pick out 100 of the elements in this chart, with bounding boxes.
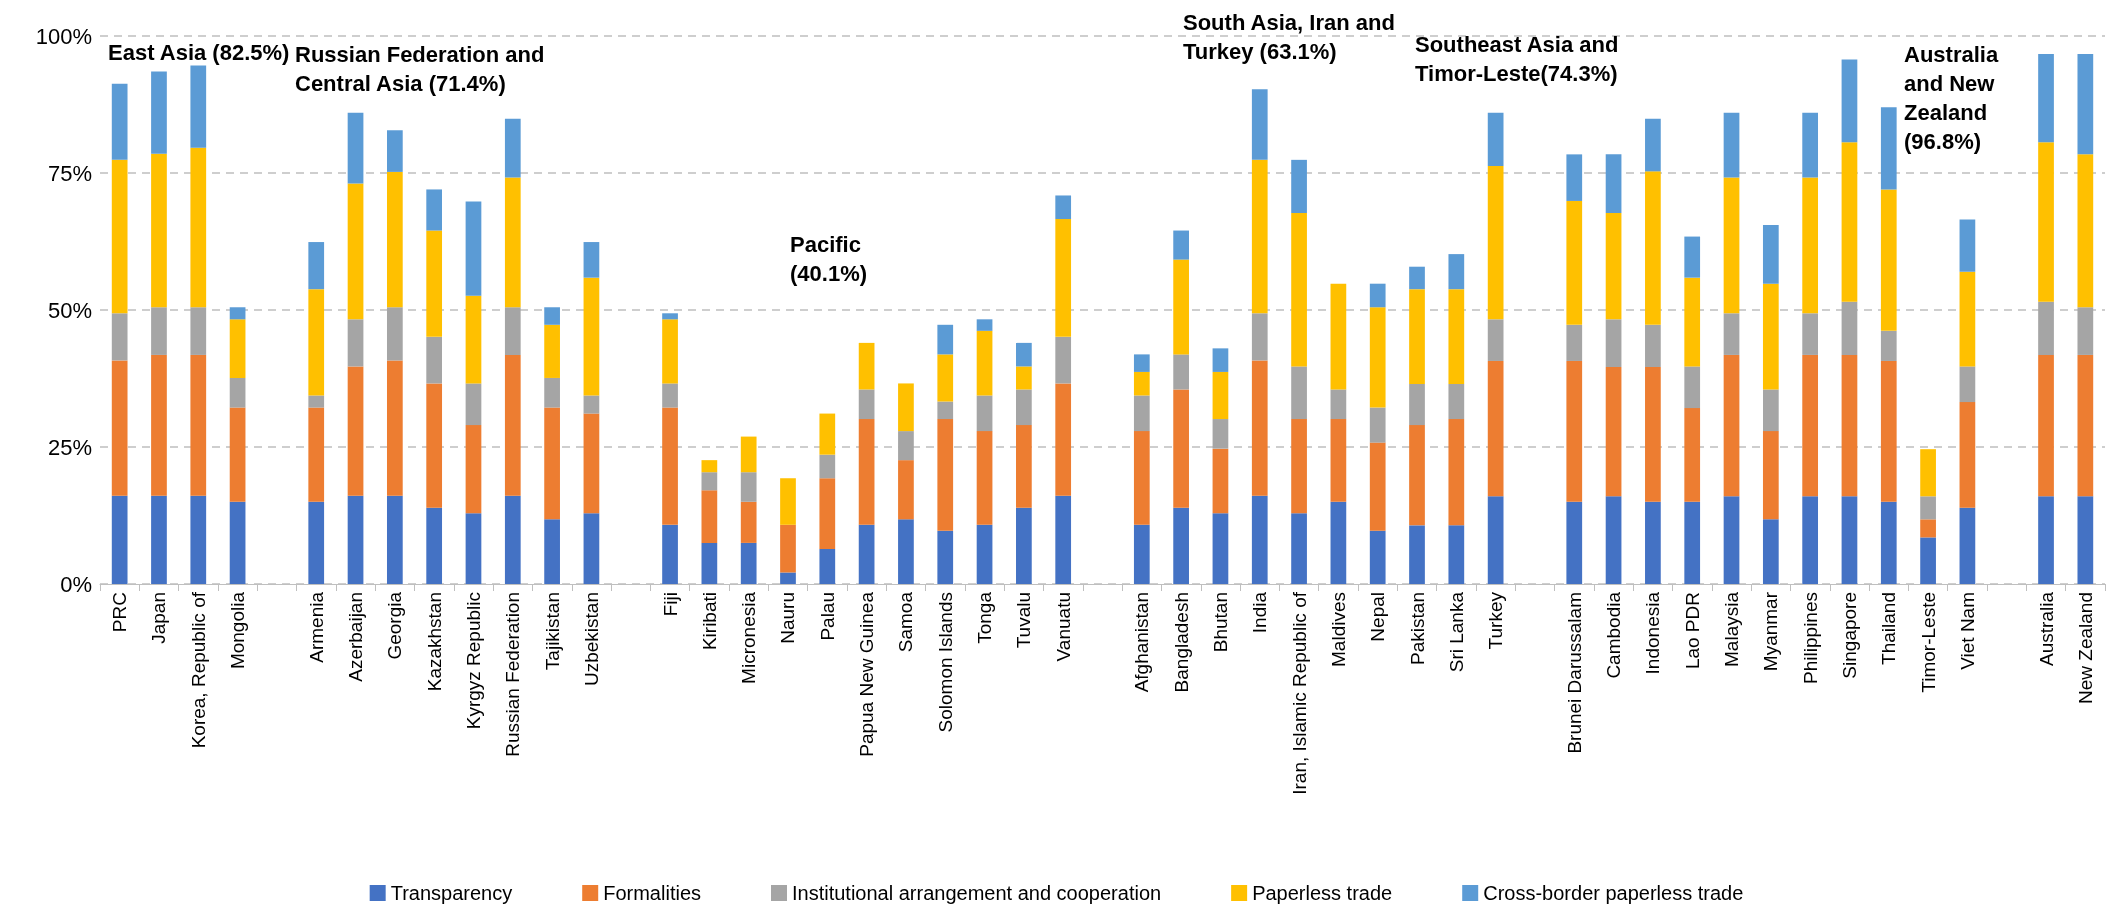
bar <box>1959 402 1976 508</box>
bar <box>1212 371 1229 420</box>
x-tick-label: Thailand <box>1878 592 1900 665</box>
bar <box>386 307 403 361</box>
bar <box>111 159 128 314</box>
bar <box>2077 154 2094 308</box>
bar <box>1016 425 1032 508</box>
bar <box>2077 496 2094 584</box>
bar <box>1762 431 1779 520</box>
bar <box>858 419 875 525</box>
bar <box>1487 112 1504 166</box>
bar <box>583 395 600 414</box>
bar <box>1645 171 1661 325</box>
x-tick-label: Sri Lanka <box>1445 591 1467 673</box>
bar <box>701 460 718 473</box>
bar <box>1448 289 1465 384</box>
x-tick-label: Tonga <box>974 591 996 644</box>
bar <box>1802 354 1819 497</box>
bar <box>1762 519 1779 584</box>
bar <box>1369 407 1386 443</box>
x-tick-label: Myanmar <box>1760 591 1782 672</box>
annotation: Russian Federation and Central Asia (71.4%) <box>295 42 551 96</box>
x-tick-label: Samoa <box>895 591 917 653</box>
bar <box>937 401 954 420</box>
x-tick-label: Viet Nam <box>1956 592 1978 670</box>
bar <box>1605 496 1622 584</box>
bar <box>583 513 600 584</box>
bar <box>1409 266 1425 290</box>
bar <box>1133 354 1150 372</box>
bar <box>1841 354 1858 497</box>
bar <box>111 360 128 496</box>
bar <box>1212 348 1229 372</box>
bar <box>1723 354 1740 497</box>
bar <box>1645 324 1661 367</box>
bar <box>1841 142 1858 302</box>
bar <box>1880 330 1897 361</box>
bar <box>1684 366 1701 409</box>
bar <box>1369 283 1386 308</box>
bar <box>308 395 325 408</box>
bar <box>504 307 521 355</box>
bar <box>1330 501 1347 584</box>
legend-label: Transparency <box>390 882 513 904</box>
bar <box>976 395 993 432</box>
bar <box>308 289 325 396</box>
x-tick-label: Timor-Leste <box>1917 592 1939 693</box>
bar <box>1212 513 1229 584</box>
x-tick-label: Afghanistan <box>1131 592 1153 693</box>
x-tick-label: Kiribati <box>698 592 720 651</box>
x-tick-label: Russian Federation <box>502 592 524 757</box>
bar <box>386 130 403 172</box>
bar <box>1959 366 1976 403</box>
x-tick-label: Malaysia <box>1721 591 1743 667</box>
bar <box>347 495 364 584</box>
bar <box>1212 448 1229 514</box>
bar <box>937 324 954 355</box>
bar <box>662 524 678 584</box>
bar <box>544 519 560 584</box>
bar <box>898 519 914 584</box>
bar <box>1762 389 1779 432</box>
x-tick-label: Mongolia <box>227 591 249 670</box>
bar <box>347 183 364 320</box>
x-tick-label: Uzbekistan <box>580 592 602 686</box>
bar <box>1723 313 1740 355</box>
x-tick-label: Solomon Islands <box>934 592 956 733</box>
bar <box>898 460 914 520</box>
bar <box>1841 496 1858 584</box>
bar <box>426 507 443 584</box>
bar <box>1251 360 1268 496</box>
bar <box>583 277 600 396</box>
bar <box>1880 501 1897 584</box>
bar <box>426 383 443 508</box>
bar <box>2077 54 2094 155</box>
x-tick-label: India <box>1249 591 1271 634</box>
bar <box>1409 425 1425 526</box>
bar <box>740 501 757 543</box>
bar <box>2038 496 2054 584</box>
bar <box>229 377 246 408</box>
x-tick-label: Brunei Darussalam <box>1563 592 1585 754</box>
bar <box>1291 366 1307 420</box>
bar <box>465 513 482 584</box>
x-tick-label: Armenia <box>305 591 327 663</box>
bar <box>190 147 207 308</box>
bar <box>1487 319 1504 361</box>
bar <box>937 419 954 531</box>
bar <box>308 407 325 502</box>
bar <box>1959 271 1976 367</box>
bar <box>504 354 521 496</box>
bar <box>1762 225 1779 284</box>
x-tick-label: Papua New Guinea <box>856 591 878 757</box>
bar <box>976 524 993 584</box>
bar <box>2038 54 2054 143</box>
bar <box>1409 289 1425 384</box>
x-tick-label: Georgia <box>384 591 406 660</box>
bar <box>1251 159 1268 314</box>
y-tick-label: 100% <box>35 23 92 49</box>
bar <box>151 354 167 496</box>
bar <box>1291 513 1307 584</box>
bar <box>937 530 954 584</box>
bar <box>858 342 875 390</box>
y-tick-label: 50% <box>47 297 92 323</box>
